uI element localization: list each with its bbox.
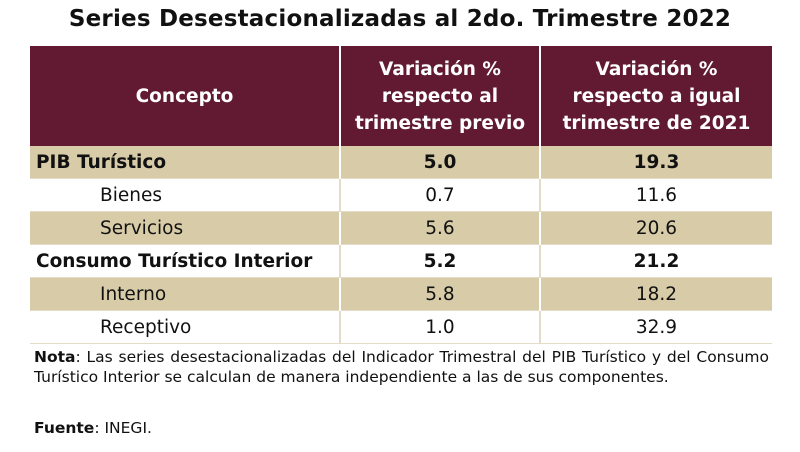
table-row: PIB Turístico 5.0 19.3 xyxy=(30,146,772,179)
row-yoy-value: 18.2 xyxy=(540,277,772,311)
table-row: Servicios 5.6 20.6 xyxy=(30,211,772,245)
table-row: Consumo Turístico Interior 5.2 21.2 xyxy=(30,244,772,278)
table-row: Bienes 0.7 11.6 xyxy=(30,178,772,212)
row-prev-value: 5.6 xyxy=(340,211,541,245)
row-concept: Receptivo xyxy=(30,310,341,344)
row-prev-value: 5.8 xyxy=(340,277,541,311)
row-concept: Consumo Turístico Interior xyxy=(30,244,341,278)
row-yoy-value: 20.6 xyxy=(540,211,772,245)
header-prev-line2: respecto al xyxy=(381,85,499,107)
note-text: : Las series desestacionalizadas del Ind… xyxy=(34,348,769,386)
table-title: Series Desestacionalizadas al 2do. Trime… xyxy=(68,6,732,32)
table-row: Receptivo 1.0 32.9 xyxy=(30,310,772,344)
row-yoy-value: 11.6 xyxy=(540,178,772,212)
header-concept: Concepto xyxy=(30,46,341,146)
source-text: : INEGI. xyxy=(94,419,152,437)
row-prev-value: 1.0 xyxy=(340,310,541,344)
header-concept-label: Concepto xyxy=(135,85,234,107)
table-row: Interno 5.8 18.2 xyxy=(30,277,772,311)
row-prev-value: 5.2 xyxy=(340,244,541,278)
row-prev-value: 5.0 xyxy=(340,146,541,179)
row-concept: Bienes xyxy=(30,178,341,212)
header-yoy-line1: Variación % xyxy=(595,58,718,80)
row-concept: Servicios xyxy=(30,211,341,245)
row-prev-value: 0.7 xyxy=(340,178,541,212)
source-block: Fuente: INEGI. xyxy=(34,418,152,438)
header-yoy: Variación % respecto a igual trimestre d… xyxy=(540,46,772,146)
data-table: Concepto Variación % respecto al trimest… xyxy=(30,46,772,344)
header-yoy-line2: respecto a igual xyxy=(572,85,741,107)
header-prev-line3: trimestre previo xyxy=(354,112,526,134)
source-label: Fuente xyxy=(34,419,95,437)
row-yoy-value: 21.2 xyxy=(540,244,772,278)
row-concept: Interno xyxy=(30,277,341,311)
header-prev-line1: Variación % xyxy=(379,58,501,80)
header-row: Concepto Variación % respecto al trimest… xyxy=(30,46,772,146)
note-block: Nota: Las series desestacionalizadas del… xyxy=(34,347,769,387)
table-body: PIB Turístico 5.0 19.3 Bienes 0.7 11.6 S… xyxy=(30,146,772,344)
row-concept: PIB Turístico xyxy=(30,146,341,179)
row-yoy-value: 19.3 xyxy=(540,146,772,179)
header-yoy-line3: trimestre de 2021 xyxy=(562,112,751,134)
header-prev: Variación % respecto al trimestre previo xyxy=(340,46,541,146)
note-label: Nota xyxy=(34,348,76,366)
row-yoy-value: 32.9 xyxy=(540,310,772,344)
